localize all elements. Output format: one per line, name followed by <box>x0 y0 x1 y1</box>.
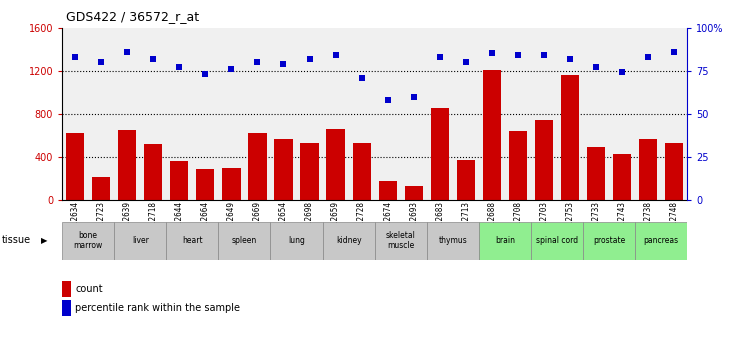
Text: tissue: tissue <box>2 236 31 245</box>
Point <box>95 59 107 65</box>
Bar <box>144 144 162 200</box>
Text: heart: heart <box>182 236 202 245</box>
Text: spinal cord: spinal cord <box>536 236 578 245</box>
Text: count: count <box>75 284 103 294</box>
Text: brain: brain <box>495 236 515 245</box>
Bar <box>62 221 114 260</box>
Bar <box>196 169 214 200</box>
Bar <box>114 221 167 260</box>
Text: spleen: spleen <box>232 236 257 245</box>
Text: skeletal
muscle: skeletal muscle <box>386 231 416 250</box>
Bar <box>639 139 657 200</box>
Bar <box>379 181 397 200</box>
Bar <box>249 133 267 200</box>
Point <box>69 54 81 60</box>
Point <box>564 56 576 61</box>
Point <box>486 51 498 56</box>
Text: GDS422 / 36572_r_at: GDS422 / 36572_r_at <box>66 10 199 23</box>
Bar <box>92 177 110 200</box>
Point <box>121 49 133 55</box>
Point <box>590 65 602 70</box>
Point <box>538 52 550 58</box>
Text: kidney: kidney <box>336 236 361 245</box>
Point <box>643 54 654 60</box>
Bar <box>613 154 631 200</box>
Text: prostate: prostate <box>593 236 625 245</box>
Bar <box>274 139 292 200</box>
Point <box>200 71 211 77</box>
Bar <box>300 143 319 200</box>
Point <box>330 52 341 58</box>
Bar <box>583 221 635 260</box>
Bar <box>531 221 583 260</box>
Text: lung: lung <box>288 236 305 245</box>
Bar <box>270 221 322 260</box>
Text: liver: liver <box>132 236 148 245</box>
Bar <box>66 133 84 200</box>
Bar <box>327 129 345 200</box>
Point <box>226 66 238 72</box>
Point <box>303 56 315 61</box>
Text: ▶: ▶ <box>41 236 48 245</box>
Bar <box>322 221 374 260</box>
Bar <box>427 221 479 260</box>
Bar <box>352 143 371 200</box>
Bar <box>219 221 270 260</box>
Point <box>434 54 446 60</box>
Point <box>278 61 289 67</box>
Text: bone
marrow: bone marrow <box>74 231 103 250</box>
Bar <box>482 70 501 200</box>
Point <box>251 59 263 65</box>
Bar <box>457 160 475 200</box>
Bar <box>431 108 449 200</box>
Point <box>408 94 420 99</box>
Bar <box>587 147 605 200</box>
Point <box>616 70 628 75</box>
Point <box>668 49 680 55</box>
Bar <box>665 143 683 200</box>
Bar <box>404 186 423 200</box>
Text: thymus: thymus <box>439 236 467 245</box>
Bar <box>509 131 527 200</box>
Bar <box>535 120 553 200</box>
Point <box>382 97 393 103</box>
Bar <box>170 161 189 200</box>
Point <box>512 52 523 58</box>
Point <box>173 65 185 70</box>
Bar <box>118 130 137 200</box>
Bar <box>167 221 219 260</box>
Bar <box>222 168 240 200</box>
Text: pancreas: pancreas <box>643 236 678 245</box>
Bar <box>561 75 579 200</box>
Point <box>148 56 159 61</box>
Bar <box>635 221 687 260</box>
Point <box>356 75 368 80</box>
Point <box>460 59 471 65</box>
Bar <box>479 221 531 260</box>
Text: percentile rank within the sample: percentile rank within the sample <box>75 303 240 313</box>
Bar <box>374 221 427 260</box>
